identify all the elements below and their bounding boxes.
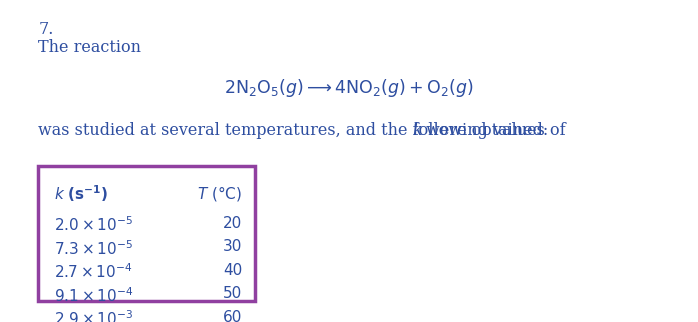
Text: 60: 60 (223, 310, 242, 322)
Text: 40: 40 (223, 263, 242, 278)
Text: $7.3 \times 10^{-5}$: $7.3 \times 10^{-5}$ (54, 239, 133, 258)
Text: $2.0 \times 10^{-5}$: $2.0 \times 10^{-5}$ (54, 216, 133, 234)
Text: k: k (413, 122, 422, 139)
Text: 50: 50 (223, 286, 242, 301)
Text: 20: 20 (223, 216, 242, 231)
Text: The reaction: The reaction (38, 39, 142, 56)
Text: 30: 30 (223, 239, 242, 254)
Text: $9.1 \times 10^{-4}$: $9.1 \times 10^{-4}$ (54, 286, 133, 305)
Text: were obtained:: were obtained: (421, 122, 549, 139)
Text: $2\mathrm{N_2O_5}(g) \longrightarrow 4\mathrm{NO_2}(g) + \mathrm{O_2}(g)$: $2\mathrm{N_2O_5}(g) \longrightarrow 4\m… (224, 77, 474, 99)
Text: $\mathit{k}\ \mathbf{(s^{-1})}$: $\mathit{k}\ \mathbf{(s^{-1})}$ (54, 184, 108, 204)
Text: was studied at several temperatures, and the following values of: was studied at several temperatures, and… (38, 122, 571, 139)
Text: $2.7 \times 10^{-4}$: $2.7 \times 10^{-4}$ (54, 263, 132, 281)
Text: $\mathit{T}\ \mathrm{(°C)}$: $\mathit{T}\ \mathrm{(°C)}$ (197, 184, 242, 203)
Text: 7.: 7. (38, 21, 54, 38)
Text: $2.9 \times 10^{-3}$: $2.9 \times 10^{-3}$ (54, 310, 133, 322)
